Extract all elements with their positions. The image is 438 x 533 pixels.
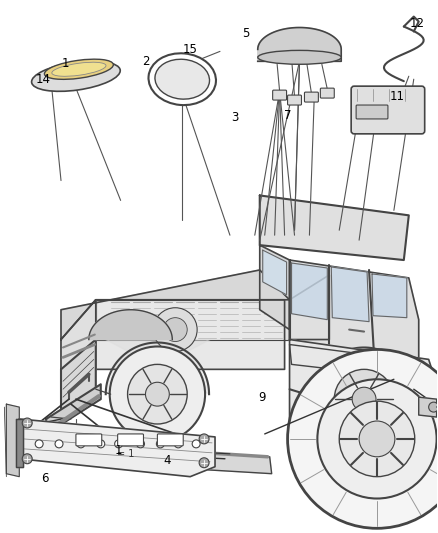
Circle shape	[115, 440, 123, 448]
Circle shape	[35, 440, 43, 448]
Circle shape	[110, 346, 205, 442]
Circle shape	[199, 434, 209, 444]
Circle shape	[352, 387, 376, 411]
Polygon shape	[292, 263, 327, 320]
Polygon shape	[7, 404, 19, 477]
Polygon shape	[89, 310, 172, 340]
FancyBboxPatch shape	[320, 88, 334, 98]
Text: 11: 11	[389, 90, 404, 102]
Ellipse shape	[32, 61, 120, 91]
FancyBboxPatch shape	[351, 86, 425, 134]
FancyBboxPatch shape	[356, 105, 388, 119]
Circle shape	[319, 374, 438, 513]
Circle shape	[97, 440, 105, 448]
Circle shape	[429, 402, 438, 412]
Polygon shape	[290, 275, 329, 340]
Circle shape	[156, 440, 164, 448]
Circle shape	[192, 440, 200, 448]
FancyBboxPatch shape	[157, 434, 183, 446]
Ellipse shape	[258, 51, 341, 64]
Polygon shape	[260, 245, 290, 329]
Text: 15: 15	[183, 43, 198, 56]
Circle shape	[163, 318, 187, 342]
FancyBboxPatch shape	[304, 92, 318, 102]
Circle shape	[334, 369, 394, 429]
Text: 1: 1	[61, 57, 69, 70]
Circle shape	[359, 421, 395, 457]
FancyBboxPatch shape	[288, 95, 301, 105]
Circle shape	[199, 458, 209, 468]
Text: 9: 9	[258, 391, 265, 403]
Text: 2: 2	[142, 55, 149, 68]
Polygon shape	[290, 340, 437, 489]
Polygon shape	[372, 274, 407, 318]
Circle shape	[145, 382, 170, 406]
Polygon shape	[331, 267, 369, 321]
Polygon shape	[16, 419, 23, 467]
FancyBboxPatch shape	[76, 434, 102, 446]
Polygon shape	[106, 340, 210, 394]
Polygon shape	[260, 196, 409, 260]
Circle shape	[137, 440, 145, 448]
Ellipse shape	[155, 59, 209, 99]
Polygon shape	[46, 384, 101, 434]
Polygon shape	[290, 344, 421, 379]
FancyBboxPatch shape	[273, 90, 286, 100]
Circle shape	[339, 401, 415, 477]
Polygon shape	[258, 28, 341, 61]
Circle shape	[77, 440, 85, 448]
Circle shape	[153, 308, 197, 351]
Text: 1: 1	[115, 445, 122, 457]
Text: 12: 12	[409, 17, 424, 30]
Circle shape	[318, 379, 437, 498]
Circle shape	[55, 440, 63, 448]
Polygon shape	[263, 250, 286, 295]
Polygon shape	[96, 300, 290, 340]
Ellipse shape	[52, 62, 106, 76]
Text: = 1: = 1	[117, 449, 134, 459]
Circle shape	[174, 440, 182, 448]
Circle shape	[288, 350, 438, 528]
Polygon shape	[61, 300, 96, 409]
Polygon shape	[61, 340, 96, 419]
Circle shape	[22, 454, 32, 464]
Text: 5: 5	[242, 27, 250, 40]
Polygon shape	[185, 452, 272, 474]
Circle shape	[22, 418, 32, 428]
Text: 3: 3	[231, 111, 239, 124]
Text: 4: 4	[163, 454, 171, 467]
Polygon shape	[61, 270, 290, 340]
Circle shape	[127, 365, 187, 424]
Polygon shape	[290, 260, 419, 389]
Ellipse shape	[148, 53, 216, 105]
Text: 14: 14	[35, 72, 51, 86]
FancyBboxPatch shape	[118, 434, 144, 446]
Text: 6: 6	[41, 472, 49, 485]
Polygon shape	[61, 300, 285, 369]
Ellipse shape	[44, 59, 113, 79]
Circle shape	[316, 351, 412, 447]
Polygon shape	[419, 397, 437, 417]
Text: 7: 7	[284, 109, 291, 123]
Polygon shape	[19, 419, 215, 477]
